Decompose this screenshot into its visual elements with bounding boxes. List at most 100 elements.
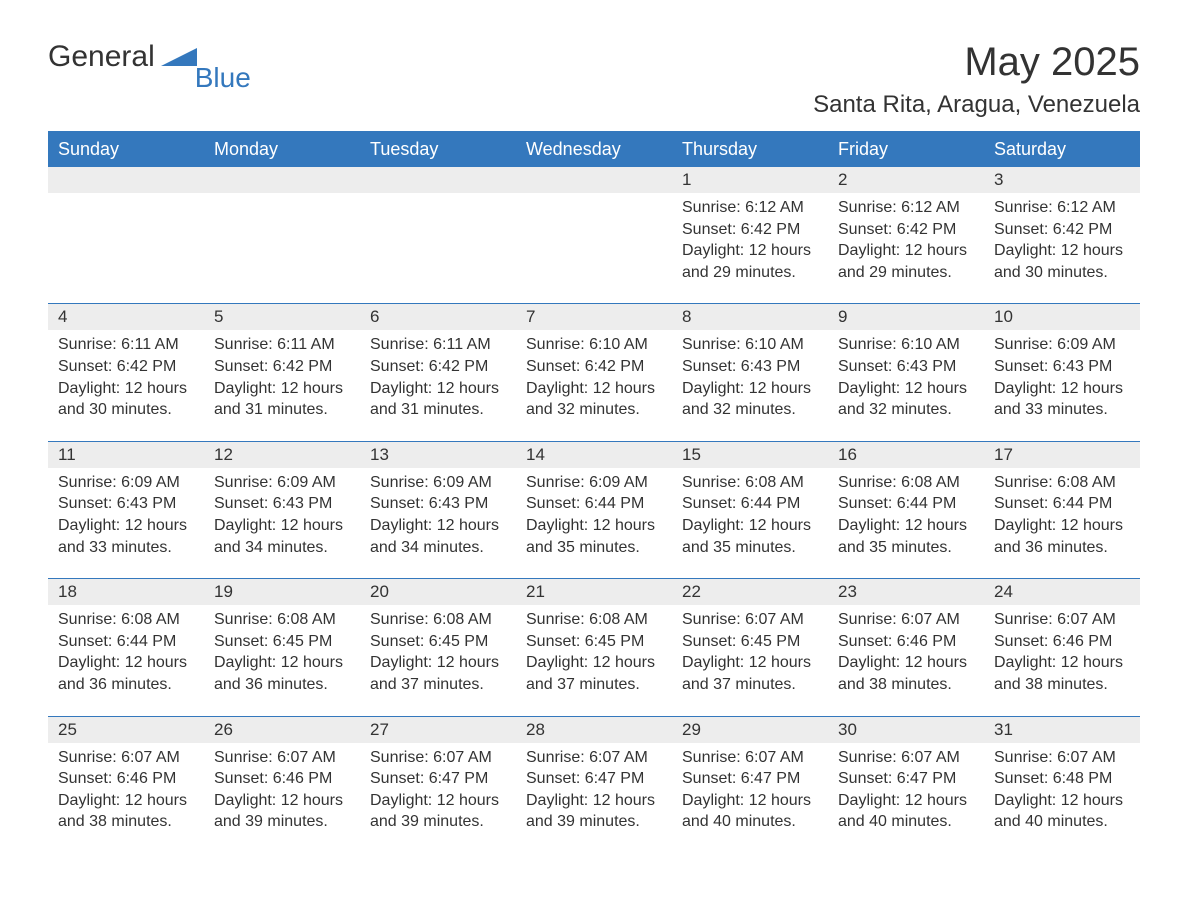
day-data-cell: Sunrise: 6:09 AMSunset: 6:43 PMDaylight:… — [984, 330, 1140, 441]
sunset-line: Sunset: 6:47 PM — [682, 768, 818, 790]
sunset-line: Sunset: 6:43 PM — [994, 356, 1130, 378]
sunset-line: Sunset: 6:42 PM — [526, 356, 662, 378]
sunrise-line: Sunrise: 6:10 AM — [526, 334, 662, 356]
daylight-line: Daylight: 12 hours and 35 minutes. — [838, 515, 974, 558]
day-number-cell: 26 — [204, 716, 360, 743]
daylight-line: Daylight: 12 hours and 32 minutes. — [526, 378, 662, 421]
daylight-line: Daylight: 12 hours and 36 minutes. — [994, 515, 1130, 558]
sunrise-line: Sunrise: 6:09 AM — [370, 472, 506, 494]
sunrise-line: Sunrise: 6:07 AM — [526, 747, 662, 769]
day-number-cell: 20 — [360, 579, 516, 606]
day-data-cell: Sunrise: 6:09 AMSunset: 6:43 PMDaylight:… — [48, 468, 204, 579]
day-number-cell: 7 — [516, 304, 672, 331]
day-number-cell: 4 — [48, 304, 204, 331]
sunset-line: Sunset: 6:42 PM — [838, 219, 974, 241]
daylight-line: Daylight: 12 hours and 32 minutes. — [838, 378, 974, 421]
day-number-cell: 22 — [672, 579, 828, 606]
month-title: May 2025 — [813, 40, 1140, 85]
day-number-cell: 2 — [828, 167, 984, 194]
day-data-cell: Sunrise: 6:11 AMSunset: 6:42 PMDaylight:… — [360, 330, 516, 441]
sunset-line: Sunset: 6:47 PM — [838, 768, 974, 790]
day-number-cell: 24 — [984, 579, 1140, 606]
day-number-cell — [48, 167, 204, 194]
day-data-cell: Sunrise: 6:10 AMSunset: 6:43 PMDaylight:… — [672, 330, 828, 441]
day-data-cell — [360, 193, 516, 304]
daylight-line: Daylight: 12 hours and 34 minutes. — [214, 515, 350, 558]
sunrise-line: Sunrise: 6:07 AM — [994, 747, 1130, 769]
day-number-cell: 3 — [984, 167, 1140, 194]
daylight-line: Daylight: 12 hours and 29 minutes. — [682, 240, 818, 283]
day-number-cell: 15 — [672, 441, 828, 468]
day-data-cell: Sunrise: 6:09 AMSunset: 6:44 PMDaylight:… — [516, 468, 672, 579]
daylight-line: Daylight: 12 hours and 37 minutes. — [526, 652, 662, 695]
sunrise-line: Sunrise: 6:07 AM — [838, 609, 974, 631]
sunset-line: Sunset: 6:43 PM — [214, 493, 350, 515]
daylight-line: Daylight: 12 hours and 37 minutes. — [370, 652, 506, 695]
daylight-line: Daylight: 12 hours and 40 minutes. — [682, 790, 818, 833]
calendar-body: 123 Sunrise: 6:12 AMSunset: 6:42 PMDayli… — [48, 167, 1140, 853]
daylight-line: Daylight: 12 hours and 33 minutes. — [58, 515, 194, 558]
daylight-line: Daylight: 12 hours and 40 minutes. — [994, 790, 1130, 833]
day-number-cell: 31 — [984, 716, 1140, 743]
sunset-line: Sunset: 6:43 PM — [682, 356, 818, 378]
day-data-cell: Sunrise: 6:08 AMSunset: 6:44 PMDaylight:… — [984, 468, 1140, 579]
sunset-line: Sunset: 6:44 PM — [838, 493, 974, 515]
day-data-cell: Sunrise: 6:08 AMSunset: 6:45 PMDaylight:… — [360, 605, 516, 716]
daylight-line: Daylight: 12 hours and 36 minutes. — [214, 652, 350, 695]
calendar-table: Sunday Monday Tuesday Wednesday Thursday… — [48, 131, 1140, 853]
data-row: Sunrise: 6:09 AMSunset: 6:43 PMDaylight:… — [48, 468, 1140, 579]
sunrise-line: Sunrise: 6:07 AM — [370, 747, 506, 769]
sunrise-line: Sunrise: 6:08 AM — [58, 609, 194, 631]
data-row: Sunrise: 6:11 AMSunset: 6:42 PMDaylight:… — [48, 330, 1140, 441]
logo: General Blue — [48, 40, 251, 94]
day-header: Monday — [204, 132, 360, 167]
sunrise-line: Sunrise: 6:09 AM — [214, 472, 350, 494]
day-data-cell — [516, 193, 672, 304]
sunset-line: Sunset: 6:44 PM — [994, 493, 1130, 515]
sunset-line: Sunset: 6:42 PM — [370, 356, 506, 378]
day-number-cell: 8 — [672, 304, 828, 331]
day-number-cell: 27 — [360, 716, 516, 743]
day-header: Thursday — [672, 132, 828, 167]
sunset-line: Sunset: 6:44 PM — [58, 631, 194, 653]
sunset-line: Sunset: 6:46 PM — [214, 768, 350, 790]
daynum-row: 45678910 — [48, 304, 1140, 331]
daylight-line: Daylight: 12 hours and 38 minutes. — [838, 652, 974, 695]
day-number-cell: 30 — [828, 716, 984, 743]
daylight-line: Daylight: 12 hours and 36 minutes. — [58, 652, 194, 695]
day-number-cell: 17 — [984, 441, 1140, 468]
daynum-row: 25262728293031 — [48, 716, 1140, 743]
day-header-row: Sunday Monday Tuesday Wednesday Thursday… — [48, 132, 1140, 167]
daylight-line: Daylight: 12 hours and 39 minutes. — [370, 790, 506, 833]
day-data-cell: Sunrise: 6:07 AMSunset: 6:46 PMDaylight:… — [204, 743, 360, 853]
data-row: Sunrise: 6:07 AM Sunset: 6:46 PM Daylight:… — [48, 743, 1140, 853]
daylight-line: Daylight: 12 hours and 37 minutes. — [682, 652, 818, 695]
sunrise-line: Sunrise: 6:09 AM — [58, 472, 194, 494]
day-data-cell: Sunrise: 6:08 AMSunset: 6:44 PMDaylight:… — [828, 468, 984, 579]
sunset-line: Sunset: 6:46 PM — [994, 631, 1130, 653]
day-number-cell — [516, 167, 672, 194]
day-number-cell: 21 — [516, 579, 672, 606]
day-header: Friday — [828, 132, 984, 167]
day-data-cell: Sunrise: 6:12 AMSunset: 6:42 PMDaylight:… — [984, 193, 1140, 304]
daynum-row: 123 — [48, 167, 1140, 194]
day-number-cell: 12 — [204, 441, 360, 468]
day-number-cell: 18 — [48, 579, 204, 606]
day-data-cell: Sunrise: 6:07 AMSunset: 6:47 PMDaylight:… — [360, 743, 516, 853]
day-data-cell: Sunrise: 6:09 AMSunset: 6:43 PMDaylight:… — [204, 468, 360, 579]
data-row: Sunrise: 6:12 AMSunset: 6:42 PMDaylight:… — [48, 193, 1140, 304]
sunset-line: Sunset: 6:42 PM — [682, 219, 818, 241]
day-data-cell: Sunrise: 6:08 AMSunset: 6:44 PMDaylight:… — [672, 468, 828, 579]
sunrise-line: Sunrise: 6:09 AM — [994, 334, 1130, 356]
sunset-line: Sunset: 6:43 PM — [838, 356, 974, 378]
sunset-line: Sunset: 6:42 PM — [214, 356, 350, 378]
daylight-line: Daylight: 12 hours and 32 minutes. — [682, 378, 818, 421]
sunrise-line: Sunrise: 6:08 AM — [214, 609, 350, 631]
daylight-line: Daylight: 12 hours and 38 minutes. — [58, 790, 194, 833]
sunrise-line: Sunrise: 6:07 AM — [682, 747, 818, 769]
day-number-cell — [360, 167, 516, 194]
sunrise-line: Sunrise: 6:10 AM — [682, 334, 818, 356]
sunset-line: Sunset: 6:45 PM — [214, 631, 350, 653]
daylight-line: Daylight: 12 hours and 40 minutes. — [838, 790, 974, 833]
day-data-cell — [204, 193, 360, 304]
